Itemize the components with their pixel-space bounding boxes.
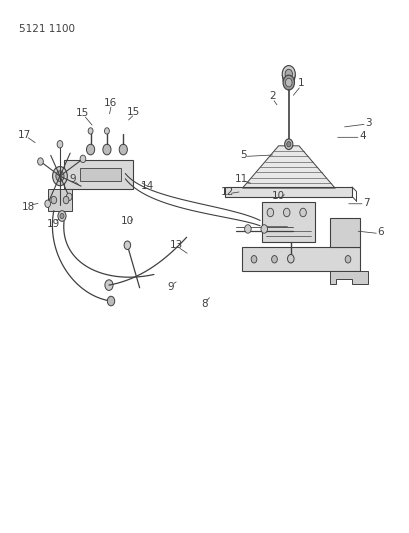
Text: 2: 2 <box>268 91 275 101</box>
Text: 19: 19 <box>46 219 59 229</box>
Circle shape <box>119 144 127 155</box>
Circle shape <box>86 144 94 155</box>
Polygon shape <box>47 189 72 211</box>
Circle shape <box>284 69 292 79</box>
Circle shape <box>104 128 109 134</box>
Text: 18: 18 <box>22 202 35 212</box>
Text: 13: 13 <box>169 240 182 250</box>
Circle shape <box>52 166 67 185</box>
Text: 11: 11 <box>235 174 248 184</box>
Text: 14: 14 <box>141 181 154 191</box>
Text: 9: 9 <box>166 282 173 292</box>
Circle shape <box>251 255 256 263</box>
Text: 8: 8 <box>201 298 208 309</box>
Circle shape <box>124 241 130 249</box>
Circle shape <box>282 75 294 90</box>
Circle shape <box>88 128 93 134</box>
Text: 5: 5 <box>240 150 247 160</box>
Text: 10: 10 <box>121 216 134 227</box>
Circle shape <box>271 255 276 263</box>
Text: 16: 16 <box>103 98 117 108</box>
Text: 15: 15 <box>126 107 140 117</box>
Text: 7: 7 <box>362 198 369 208</box>
Text: 1: 1 <box>297 78 303 88</box>
Circle shape <box>284 139 292 150</box>
Polygon shape <box>64 160 133 189</box>
Circle shape <box>38 158 43 165</box>
Text: 9: 9 <box>69 174 75 184</box>
Circle shape <box>45 200 50 207</box>
Circle shape <box>299 208 306 217</box>
Polygon shape <box>329 218 360 247</box>
Circle shape <box>103 144 111 155</box>
Circle shape <box>285 78 291 87</box>
Circle shape <box>283 208 289 217</box>
Text: 12: 12 <box>220 187 234 197</box>
Circle shape <box>60 213 64 219</box>
Polygon shape <box>237 146 339 193</box>
Text: 6: 6 <box>376 227 383 237</box>
Polygon shape <box>262 202 315 242</box>
Circle shape <box>57 141 63 148</box>
Circle shape <box>105 280 113 290</box>
Text: 10: 10 <box>271 191 284 201</box>
Circle shape <box>58 211 66 221</box>
Circle shape <box>287 254 293 263</box>
Text: 17: 17 <box>18 130 31 140</box>
Circle shape <box>80 155 85 163</box>
Circle shape <box>63 196 69 204</box>
Circle shape <box>261 225 267 233</box>
Text: 5121 1100: 5121 1100 <box>19 23 75 34</box>
Circle shape <box>66 193 72 200</box>
Circle shape <box>56 171 64 181</box>
Text: 4: 4 <box>358 131 365 141</box>
Polygon shape <box>329 271 368 284</box>
Circle shape <box>281 66 294 83</box>
Circle shape <box>107 296 115 306</box>
Polygon shape <box>225 187 351 197</box>
Circle shape <box>286 142 290 147</box>
Circle shape <box>266 208 273 217</box>
Polygon shape <box>80 168 121 181</box>
Circle shape <box>51 196 56 204</box>
Polygon shape <box>281 75 294 83</box>
Text: 3: 3 <box>364 118 371 128</box>
Text: 15: 15 <box>76 108 89 118</box>
Circle shape <box>244 225 251 233</box>
Circle shape <box>344 255 350 263</box>
Polygon shape <box>241 247 360 271</box>
